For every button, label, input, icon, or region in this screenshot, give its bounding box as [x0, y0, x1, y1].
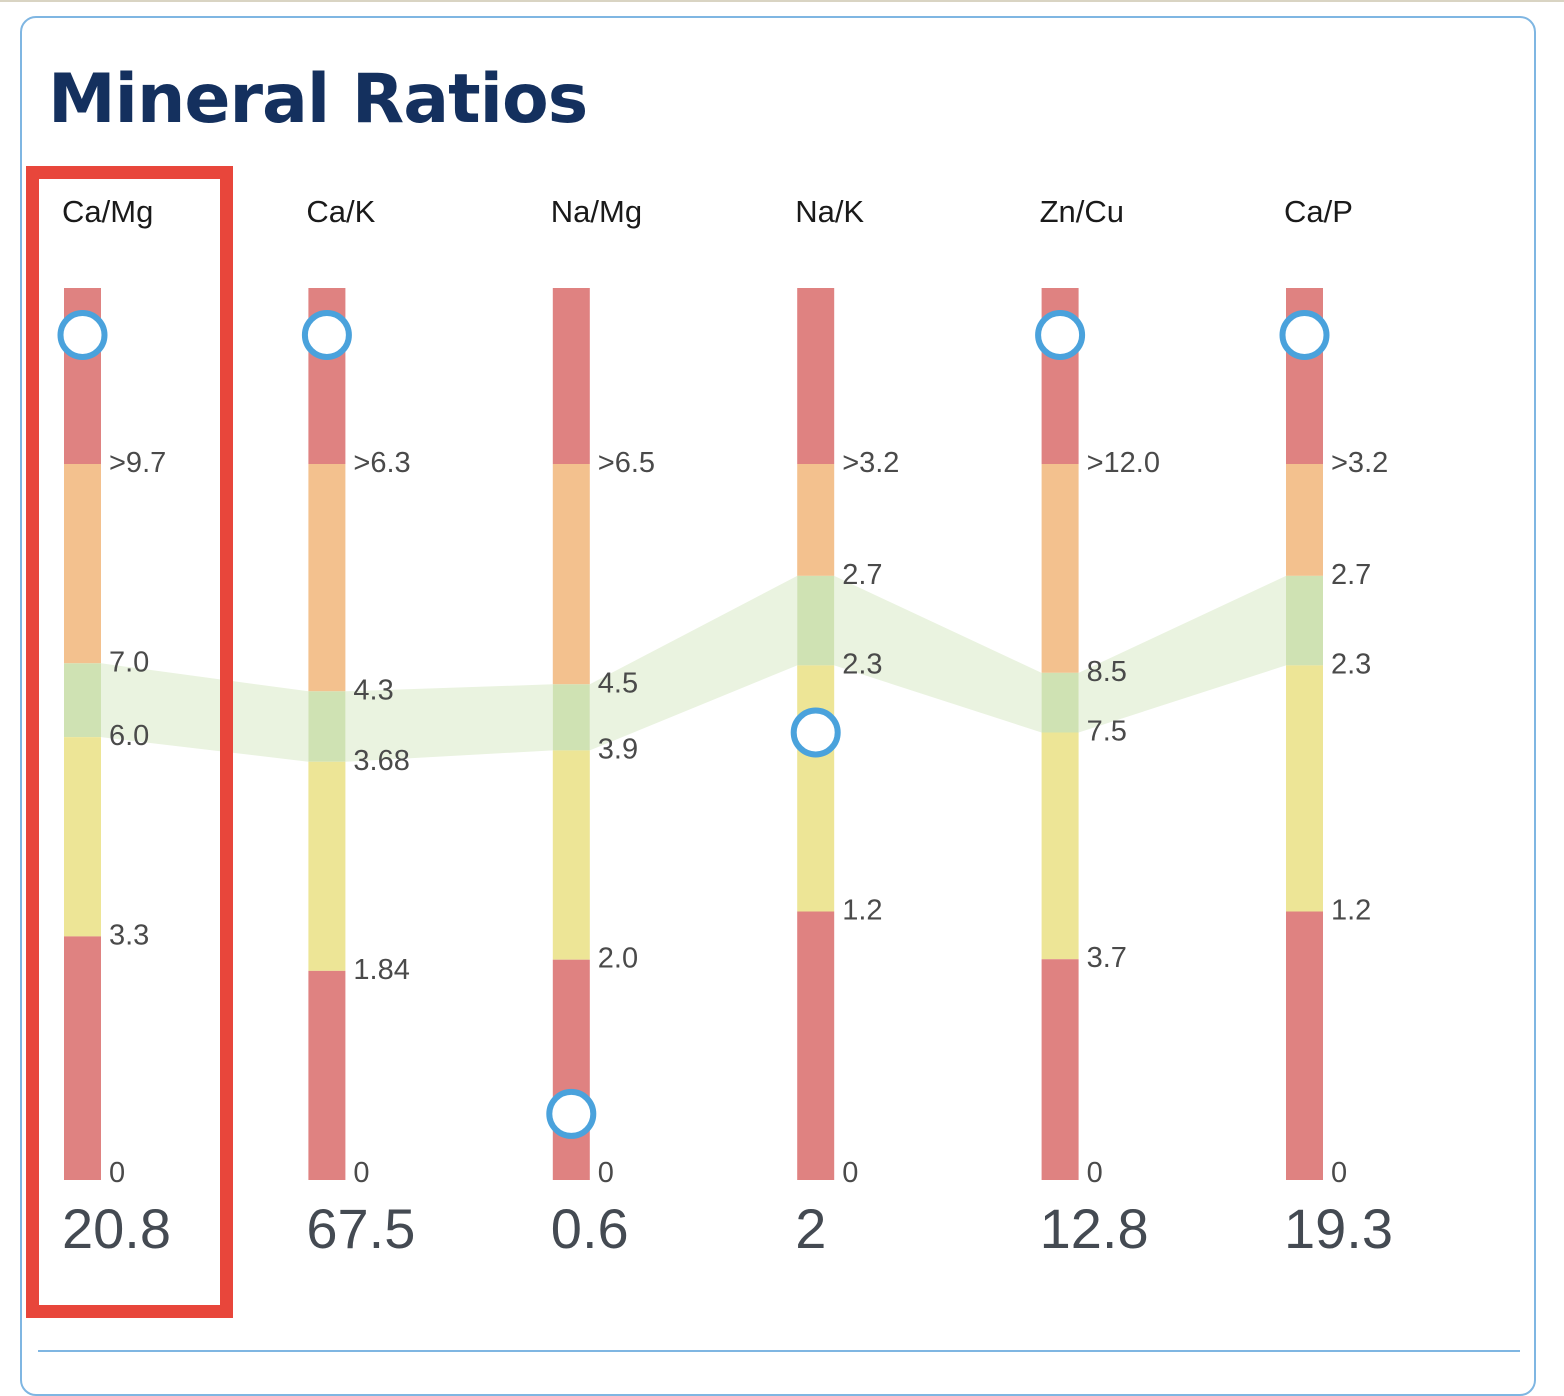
threshold-label: 2.0: [598, 943, 638, 975]
threshold-label: 2.7: [1331, 559, 1371, 591]
threshold-label: 8.5: [1087, 656, 1127, 688]
threshold-label: >6.3: [353, 447, 410, 479]
threshold-label: 1.84: [353, 954, 409, 986]
zone-ideal-1: [308, 691, 346, 762]
value-markers-layer: [57, 310, 1330, 1139]
threshold-label: >6.5: [598, 447, 655, 479]
threshold-label: 3.68: [353, 745, 409, 777]
ratio-label: Zn/Cu: [1040, 194, 1124, 229]
mineral-ratios-chart: Ca/Mg >9.7 7.0 6.0 3.3 0 20.8 Ca/K >6.3 4.3 3.68 1.…: [57, 194, 1393, 1260]
zone-critical-low-1: [308, 970, 346, 1180]
zone-elevated-3: [797, 464, 835, 576]
threshold-label: >12.0: [1087, 447, 1160, 479]
zone-critical-low-2: [552, 959, 590, 1180]
zone-critical-low-0: [64, 936, 101, 1180]
zone-low-4: [1041, 732, 1079, 960]
ratio-label: Na/Mg: [551, 194, 642, 229]
ratio-label: Na/K: [795, 194, 864, 229]
zone-elevated-0: [64, 464, 101, 664]
zone-high-3: [797, 288, 835, 464]
zone-elevated-4: [1041, 464, 1079, 673]
ratio-value: 19.3: [1284, 1197, 1393, 1260]
threshold-label: 1.2: [1331, 895, 1371, 927]
zone-low-5: [1286, 665, 1323, 912]
min-label: 0: [109, 1157, 125, 1189]
page-title: Mineral Ratios: [48, 60, 588, 139]
ratio-value: 12.8: [1040, 1197, 1149, 1260]
value-marker: [546, 1088, 597, 1139]
ratio-label: Ca/Mg: [62, 194, 153, 229]
zone-ideal-2: [552, 684, 590, 751]
min-label: 0: [842, 1157, 858, 1189]
threshold-label: 2.3: [1331, 648, 1371, 680]
threshold-label: >3.2: [842, 447, 899, 479]
threshold-label: 3.7: [1087, 942, 1127, 974]
value-marker: [1035, 310, 1086, 360]
value-marker: [57, 310, 108, 360]
threshold-label: 4.5: [598, 667, 638, 699]
threshold-label: >9.7: [109, 447, 166, 479]
zone-critical-low-3: [797, 911, 835, 1180]
ratio-value: 20.8: [62, 1197, 171, 1260]
ratio-label: Ca/P: [1284, 194, 1353, 229]
zone-ideal-0: [64, 663, 101, 738]
zone-critical-low-5: [1286, 911, 1323, 1180]
zone-high-2: [552, 288, 590, 464]
zone-low-3: [797, 665, 835, 912]
gauge-labels-layer: Ca/Mg >9.7 7.0 6.0 3.3 0 20.8 Ca/K >6.3 4.3 3.68 1.…: [62, 194, 1393, 1260]
min-label: 0: [353, 1157, 369, 1189]
zone-ideal-3: [797, 575, 835, 666]
value-marker: [1279, 310, 1330, 360]
bottom-divider: [38, 1350, 1520, 1352]
zone-low-1: [308, 761, 346, 971]
threshold-label: 3.3: [109, 919, 149, 951]
value-marker: [790, 707, 841, 758]
ideal-range-band: [101, 575, 1286, 762]
ratio-value: 67.5: [306, 1197, 415, 1260]
ratio-value: 2: [795, 1197, 826, 1260]
zone-ideal-5: [1286, 575, 1323, 666]
zone-low-0: [64, 737, 101, 937]
ideal-band-layer: [101, 575, 1286, 762]
zone-critical-low-4: [1041, 959, 1079, 1180]
threshold-label: 6.0: [109, 720, 149, 752]
threshold-label: 4.3: [353, 674, 393, 706]
value-marker: [301, 310, 352, 360]
threshold-label: >3.2: [1331, 447, 1388, 479]
threshold-label: 7.5: [1087, 716, 1127, 748]
min-label: 0: [598, 1157, 614, 1189]
threshold-label: 7.0: [109, 646, 149, 678]
ratio-label: Ca/K: [306, 194, 375, 229]
top-divider: [0, 0, 1564, 2]
threshold-label: 2.7: [842, 559, 882, 591]
threshold-label: 1.2: [842, 895, 882, 927]
zone-low-2: [552, 750, 590, 960]
zone-ideal-4: [1041, 672, 1079, 733]
min-label: 0: [1331, 1157, 1347, 1189]
zone-elevated-2: [552, 464, 590, 685]
min-label: 0: [1087, 1157, 1103, 1189]
threshold-label: 2.3: [842, 648, 882, 680]
ratio-value: 0.6: [551, 1197, 629, 1260]
zone-elevated-5: [1286, 464, 1323, 576]
threshold-label: 3.9: [598, 733, 638, 765]
zone-elevated-1: [308, 464, 346, 692]
gauge-bars-layer: [64, 288, 1323, 1180]
